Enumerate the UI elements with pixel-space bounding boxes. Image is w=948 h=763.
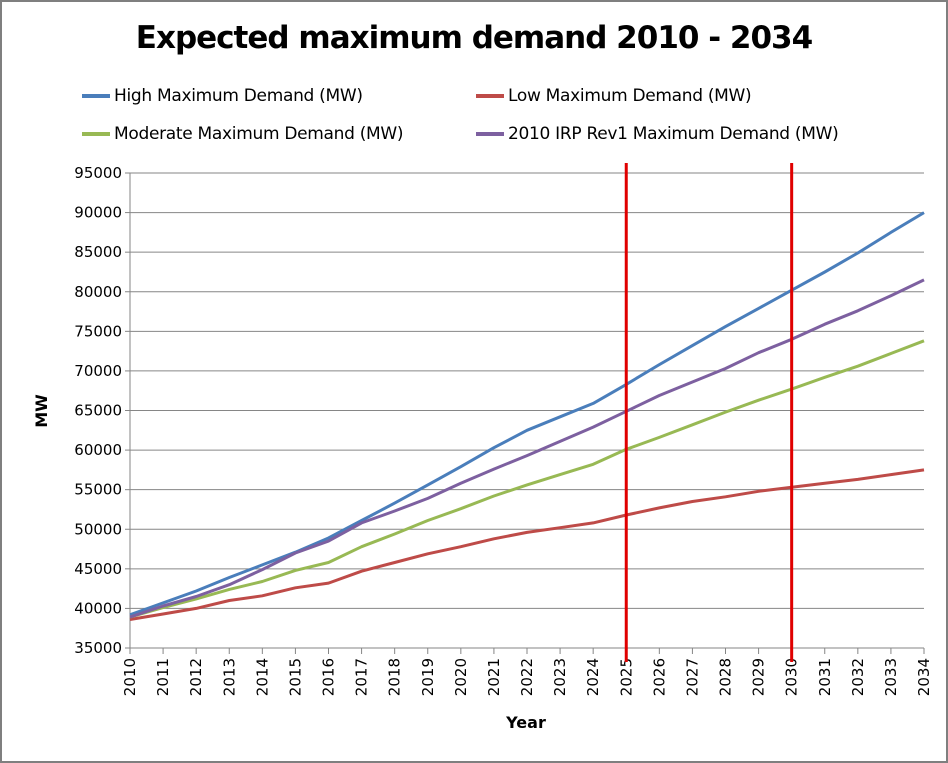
x-tick-label: 2020 xyxy=(452,658,470,696)
legend-item-high: High Maximum Demand (MW) xyxy=(82,86,363,106)
y-tick-label: 65000 xyxy=(74,402,122,420)
y-axis-label: MW xyxy=(32,394,51,428)
x-tick-label: 2024 xyxy=(584,658,602,696)
x-tick-label: 2011 xyxy=(154,658,172,696)
legend-swatch-irp xyxy=(476,132,504,136)
x-tick-label: 2012 xyxy=(187,658,205,696)
y-tick-label: 90000 xyxy=(74,204,122,222)
legend-item-low: Low Maximum Demand (MW) xyxy=(476,86,752,106)
x-tick-label: 2017 xyxy=(353,658,371,696)
y-tick-label: 60000 xyxy=(74,441,122,459)
legend-label-high: High Maximum Demand (MW) xyxy=(114,86,363,106)
legend-label-moderate: Moderate Maximum Demand (MW) xyxy=(114,124,404,144)
y-tick-label: 95000 xyxy=(74,164,122,182)
y-tick-label: 45000 xyxy=(74,560,122,578)
x-tick-label: 2019 xyxy=(419,658,437,696)
x-tick-label: 2010 xyxy=(121,658,139,696)
legend-item-moderate: Moderate Maximum Demand (MW) xyxy=(82,124,404,144)
x-tick-label: 2031 xyxy=(816,658,834,696)
x-tick-label: 2033 xyxy=(882,658,900,696)
legend-swatch-moderate xyxy=(82,132,110,136)
legend-swatch-high xyxy=(82,94,110,98)
x-tick-label: 2034 xyxy=(915,658,933,696)
y-tick-label: 75000 xyxy=(74,322,122,340)
x-tick-label: 2032 xyxy=(849,658,867,696)
y-tick-label: 35000 xyxy=(74,639,122,657)
x-tick-label: 2013 xyxy=(220,658,238,696)
series-line-3 xyxy=(129,278,925,619)
legend-label-low: Low Maximum Demand (MW) xyxy=(508,86,752,106)
y-tick-label: 85000 xyxy=(74,243,122,261)
x-tick-label: 2028 xyxy=(717,658,735,696)
x-tick-label: 2021 xyxy=(485,658,503,696)
x-tick-label: 2016 xyxy=(320,658,338,696)
x-tick-label: 2022 xyxy=(518,658,536,696)
x-tick-label: 2026 xyxy=(650,658,668,696)
y-tick-label: 40000 xyxy=(74,599,122,617)
x-tick-label: 2030 xyxy=(783,658,801,696)
x-tick-label: 2018 xyxy=(386,658,404,696)
x-tick-label: 2027 xyxy=(683,658,701,696)
x-tick-label: 2025 xyxy=(617,658,635,696)
series-line-1 xyxy=(129,468,925,621)
chart-title: Expected maximum demand 2010 - 2034 xyxy=(135,20,813,56)
series-line-0 xyxy=(129,211,925,617)
x-axis-label: Year xyxy=(505,713,546,732)
x-tick-label: 2015 xyxy=(286,658,304,696)
plot-area: 35000 40000 45000 50000 55000 60000 65000 70000… xyxy=(74,163,933,696)
y-tick-label: 55000 xyxy=(74,481,122,499)
y-tick-label: 80000 xyxy=(74,283,122,301)
x-tick-label: 2023 xyxy=(551,658,569,696)
legend-label-irp: 2010 IRP Rev1 Maximum Demand (MW) xyxy=(508,124,839,144)
legend-item-irp: 2010 IRP Rev1 Maximum Demand (MW) xyxy=(476,124,839,144)
legend-swatch-low xyxy=(476,94,504,98)
x-tick-label: 2014 xyxy=(253,658,271,696)
y-tick-label: 70000 xyxy=(74,362,122,380)
x-tick-label: 2029 xyxy=(750,658,768,696)
y-tick-label: 50000 xyxy=(74,520,122,538)
